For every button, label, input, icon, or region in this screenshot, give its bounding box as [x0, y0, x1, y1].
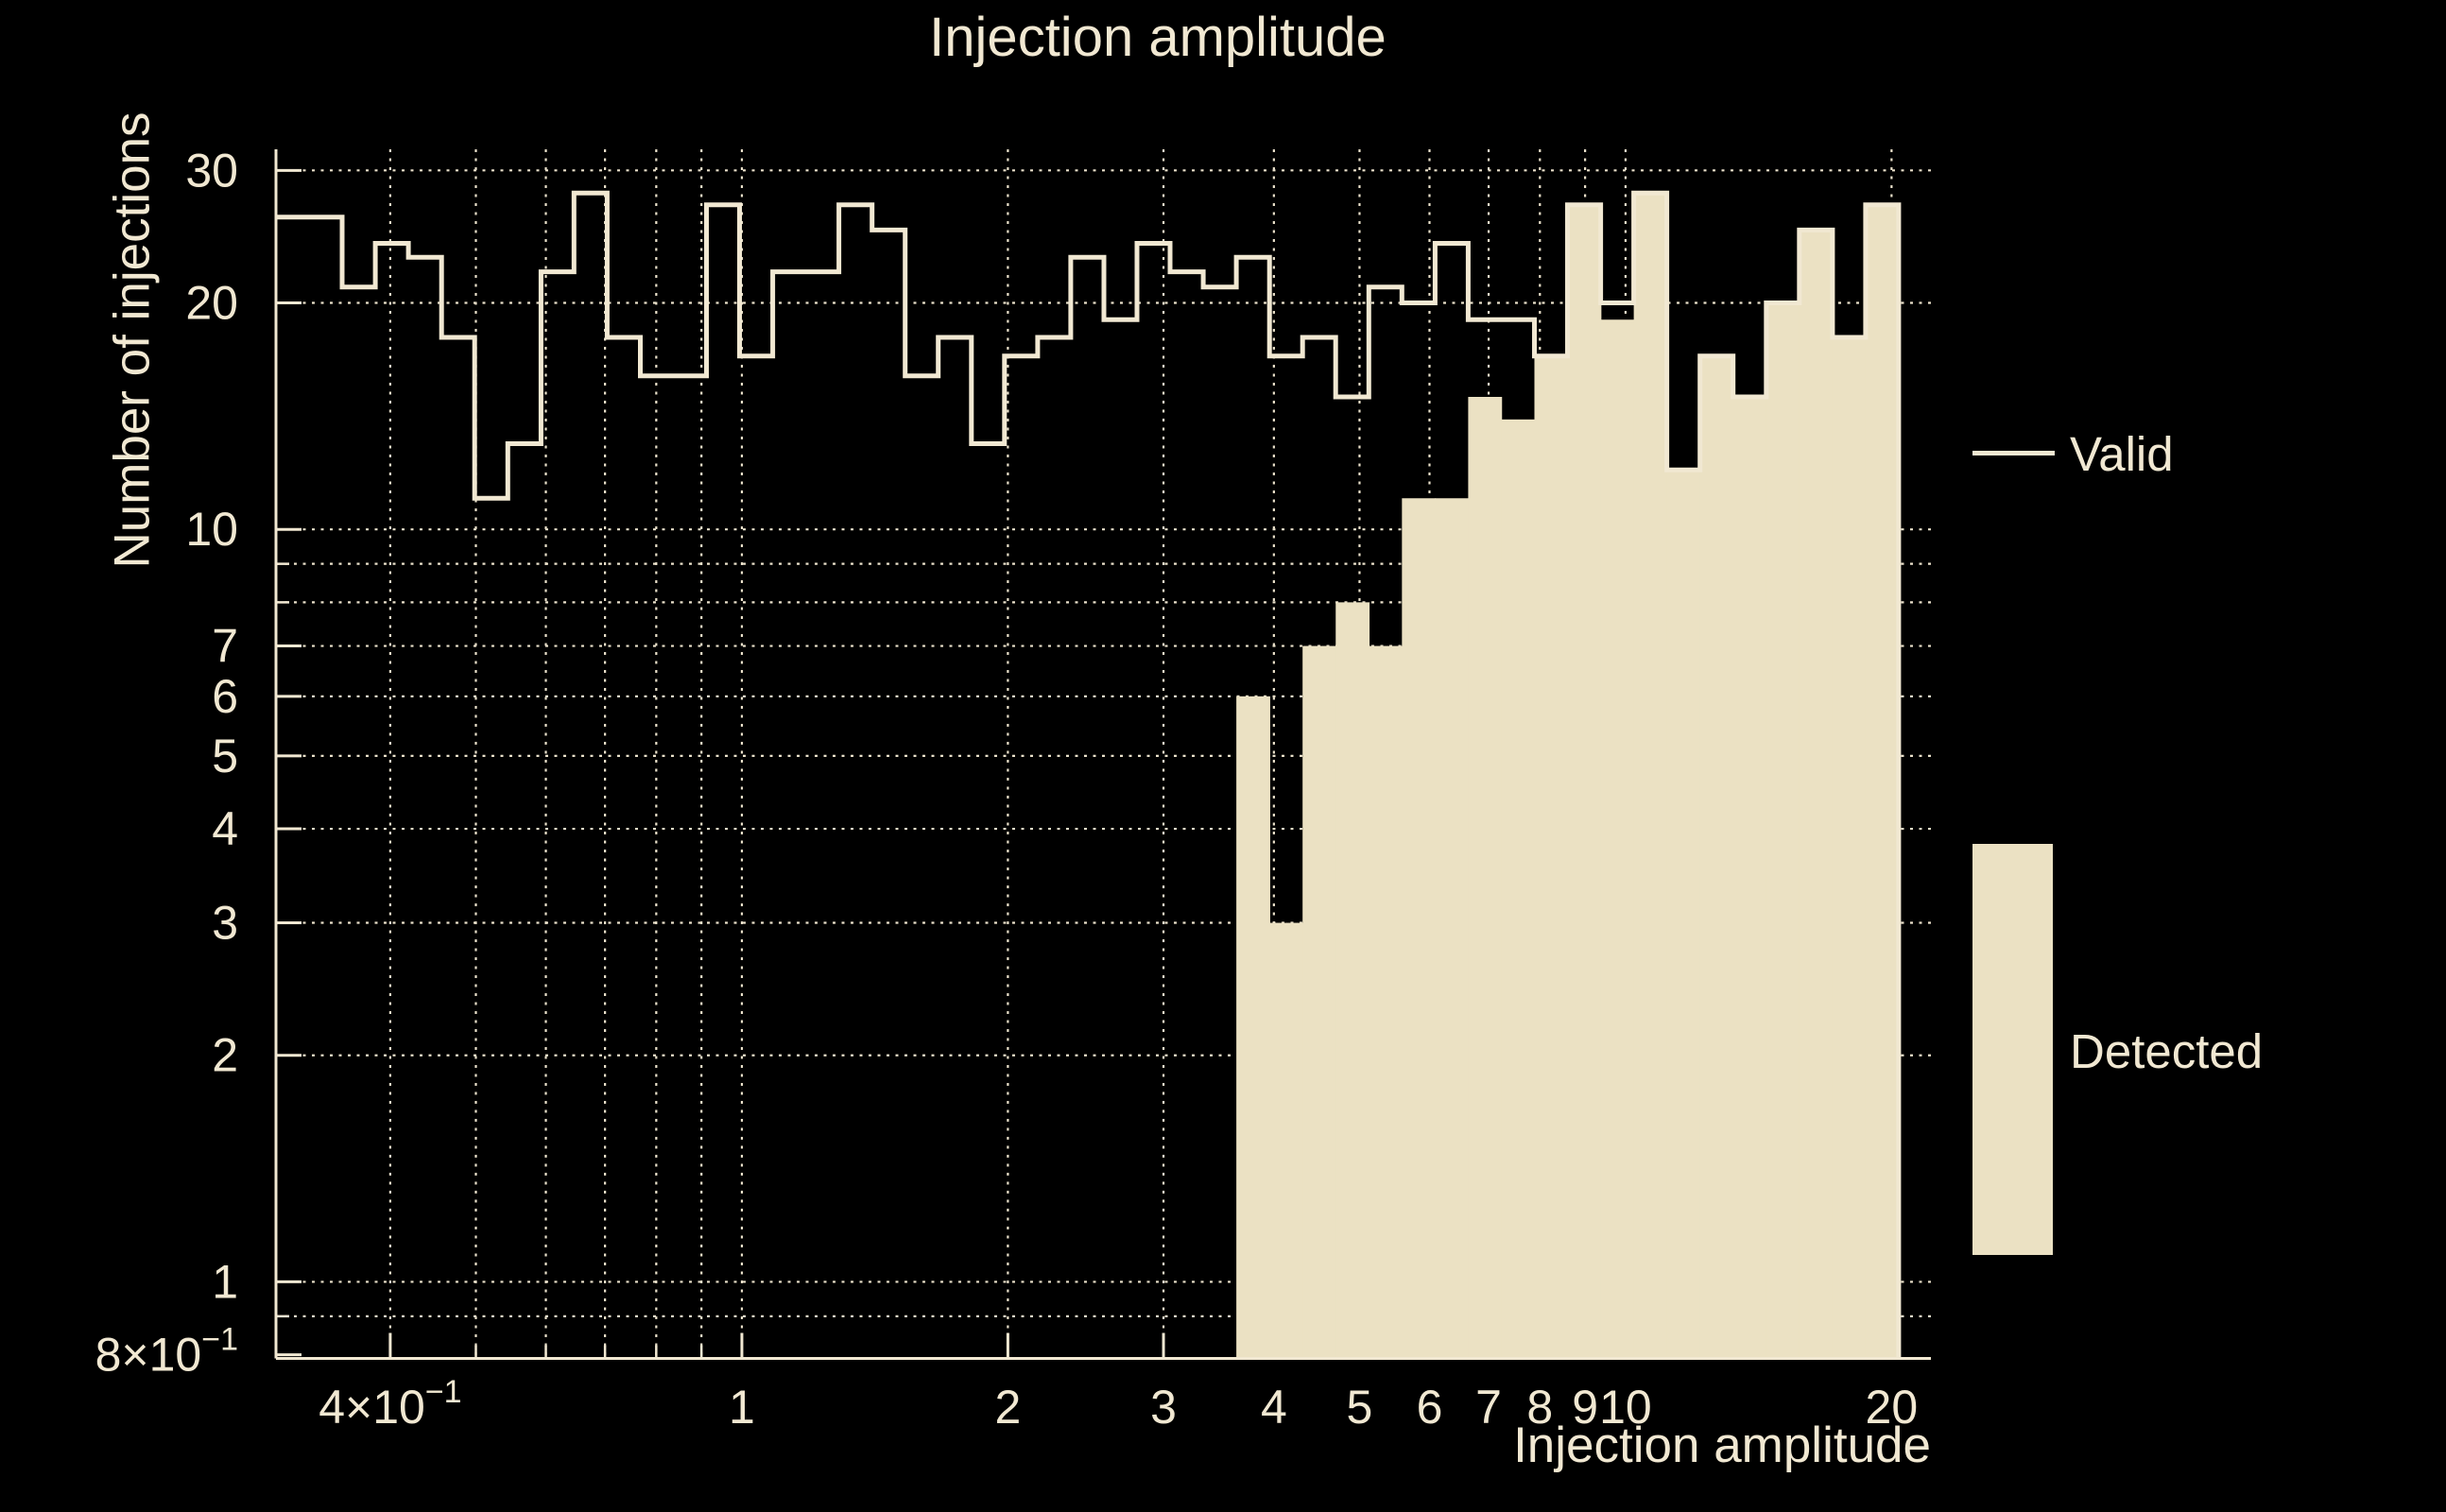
y-tick-label: 8×10−1: [95, 1322, 238, 1382]
x-tick-label: 8: [1526, 1381, 1553, 1434]
y-tick-label: 1: [212, 1255, 238, 1308]
x-tick-label: 2: [994, 1381, 1021, 1434]
y-tick-label: 4: [212, 802, 238, 855]
x-tick-label: 6: [1417, 1381, 1443, 1434]
valid-step-line: [276, 190, 1902, 1359]
legend-valid-line-sample: [1972, 451, 2055, 455]
detected-bar: [1666, 470, 1701, 1359]
detected-bar: [1732, 397, 1767, 1359]
legend-valid-label: Valid: [2070, 427, 2174, 481]
detected-bar: [1369, 645, 1404, 1359]
detected-bar: [1402, 498, 1437, 1359]
detected-bar: [1435, 498, 1470, 1359]
y-tick-label: 10: [185, 503, 238, 556]
x-tick-label: 7: [1475, 1381, 1502, 1434]
y-tick-label: 3: [212, 897, 238, 950]
detected-bar: [1335, 602, 1370, 1359]
legend-detected-swatch: [1972, 844, 2053, 1255]
detected-bar: [1468, 397, 1503, 1359]
y-tick-label: 6: [212, 670, 238, 723]
detected-bar: [1567, 204, 1602, 1359]
y-tick-label: 30: [185, 144, 238, 197]
y-tick-label: 2: [212, 1029, 238, 1082]
x-tick-label: 9: [1572, 1381, 1598, 1434]
detected-bar: [1832, 336, 1867, 1359]
detected-bar: [1600, 319, 1635, 1359]
x-tick-label: 1: [729, 1381, 755, 1434]
detected-bar: [1699, 355, 1734, 1359]
detected-bar: [1501, 419, 1536, 1359]
y-tick-label: 5: [212, 730, 238, 782]
x-tick-label: 4×10−1: [319, 1374, 461, 1434]
detected-bar: [1302, 645, 1337, 1359]
detected-bar: [1534, 355, 1569, 1359]
x-tick-label: 5: [1347, 1381, 1373, 1434]
chart-title: Injection amplitude: [929, 7, 1387, 68]
detected-bar: [1236, 696, 1270, 1359]
y-tick-label: 20: [185, 277, 238, 330]
y-tick-label: 7: [212, 620, 238, 673]
detected-bar: [1766, 302, 1800, 1359]
detected-bar: [1269, 922, 1303, 1359]
x-tick-label: 4: [1261, 1381, 1287, 1434]
legend-detected-label: Detected: [2070, 1024, 2264, 1078]
x-tick-label: 3: [1150, 1381, 1177, 1434]
detected-bar: [1865, 204, 1900, 1359]
y-axis-title: Number of injections: [104, 112, 161, 569]
detected-bar: [1799, 230, 1834, 1359]
detected-bar: [1633, 193, 1668, 1359]
x-tick-label: 10: [1599, 1381, 1652, 1434]
x-tick-label: 20: [1866, 1381, 1919, 1434]
x-axis-title: Injection amplitude: [1513, 1418, 1931, 1473]
